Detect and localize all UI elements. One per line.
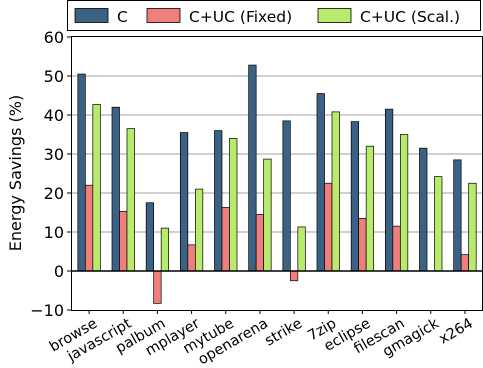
bar-filescan-series-3 <box>399 134 409 272</box>
y-tick-label: 40 <box>44 106 64 125</box>
bar-x264-series-2 <box>460 254 470 272</box>
bar-gmagick-series-1 <box>419 147 428 272</box>
bar-strike-series-2 <box>289 270 299 282</box>
bar-javascript-series-3 <box>126 128 135 272</box>
x-tick-label: x264 <box>437 316 476 348</box>
legend: C C+UC (Fixed) C+UC (Scal.) <box>67 0 481 31</box>
bar-7zip-series-2 <box>324 182 333 272</box>
y-tick-label: 20 <box>44 184 64 203</box>
bar-strike-series-1 <box>282 120 291 272</box>
y-tick-label: −10 <box>30 301 64 320</box>
bar-javascript-series-1 <box>111 106 120 272</box>
bar-eclipse-series-1 <box>350 121 360 272</box>
bar-openarena-series-3 <box>263 158 272 272</box>
y-tick-label: 50 <box>44 67 64 86</box>
gridlines <box>72 75 482 233</box>
bar-mplayer-series-1 <box>179 132 189 272</box>
legend-label: C <box>117 8 128 26</box>
x-tick-label: strike <box>262 316 305 350</box>
bar-mytube-series-2 <box>221 207 230 272</box>
bar-filescan-series-2 <box>392 225 401 272</box>
bar-7zip-series-3 <box>331 111 340 272</box>
bar-x264-series-3 <box>468 182 477 272</box>
bar-strike-series-3 <box>297 226 306 272</box>
bar-javascript-series-2 <box>119 210 128 272</box>
bar-palbum-series-1 <box>145 202 155 272</box>
legend-swatch <box>74 8 109 23</box>
legend-swatch <box>317 8 352 23</box>
y-axis: −10 0 10 20 30 40 50 60 <box>30 28 72 320</box>
bar-x264-series-1 <box>453 159 462 272</box>
bar-openarena-series-1 <box>248 64 257 272</box>
y-tick-label: 10 <box>44 223 64 242</box>
y-tick-label: 0 <box>54 262 64 281</box>
bar-eclipse-series-3 <box>365 145 375 272</box>
x-axis: browsejavascriptpalbummplayermytubeopena… <box>47 310 476 368</box>
bar-gmagick-series-3 <box>434 176 443 272</box>
bar-filescan-series-1 <box>384 108 394 272</box>
bar-eclipse-series-2 <box>358 218 367 272</box>
y-tick-label: 30 <box>44 145 64 164</box>
bars <box>77 64 477 304</box>
bar-openarena-series-2 <box>255 214 265 272</box>
bar-palbum-series-3 <box>160 227 170 272</box>
bar-mplayer-series-3 <box>194 188 204 272</box>
y-axis-label: Energy Savings (%) <box>6 95 25 251</box>
bar-mytube-series-1 <box>214 130 223 272</box>
bar-browse-series-2 <box>84 184 94 272</box>
legend-box <box>67 0 481 31</box>
bar-browse-series-1 <box>77 73 86 272</box>
legend-label: C+UC (Fixed) <box>189 8 292 26</box>
legend-label: C+UC (Scal.) <box>360 8 460 26</box>
y-tick-label: 60 <box>44 28 64 47</box>
bar-mplayer-series-2 <box>187 244 196 272</box>
bar-browse-series-3 <box>92 104 101 272</box>
bar-7zip-series-1 <box>316 93 325 272</box>
legend-swatch <box>146 8 181 23</box>
bar-palbum-series-2 <box>153 270 162 304</box>
bar-mytube-series-3 <box>229 138 238 272</box>
